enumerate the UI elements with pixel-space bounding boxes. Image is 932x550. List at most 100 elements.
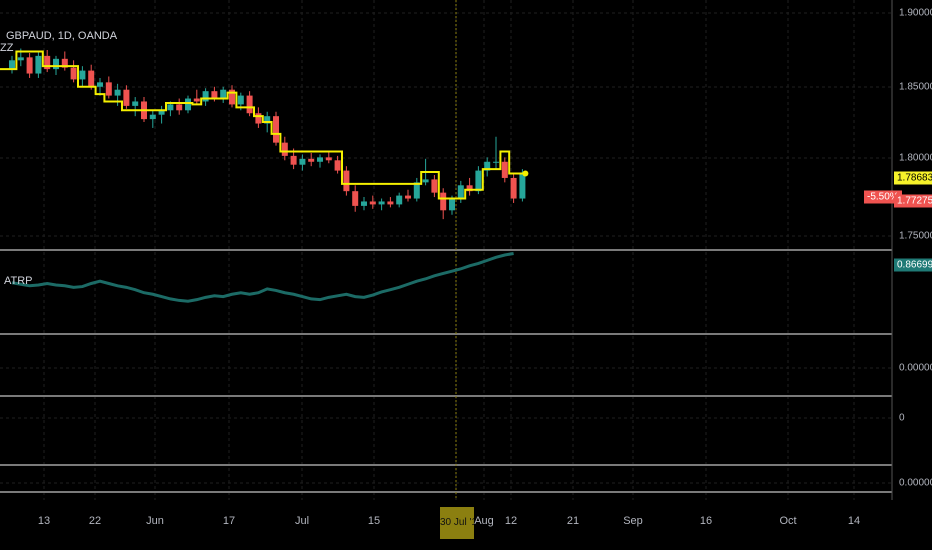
candle-body <box>352 191 359 206</box>
candle-body <box>237 95 244 105</box>
candle <box>273 111 279 146</box>
candle-body <box>369 201 376 205</box>
date-tick: 17 <box>222 515 236 527</box>
candle <box>378 198 385 211</box>
secondary-price-tag: 1.77275 <box>894 194 932 208</box>
last-price-tag: 1.78683 <box>894 171 932 185</box>
date-tick: 13 <box>37 515 51 527</box>
date-tick: 14 <box>847 515 861 527</box>
candle <box>149 110 156 128</box>
candle-body <box>325 157 332 161</box>
price-tick: 1.90000 <box>899 7 932 19</box>
candlestick-series <box>9 48 526 220</box>
candle-body <box>449 198 455 211</box>
candle-body <box>229 89 235 105</box>
candle <box>97 77 103 96</box>
candle <box>396 192 403 208</box>
candle <box>123 85 130 109</box>
candle <box>308 152 315 167</box>
atrp-line <box>11 251 514 303</box>
candle <box>334 155 341 174</box>
candle <box>220 86 227 103</box>
candle <box>79 66 86 87</box>
candle-body <box>475 170 482 192</box>
candle-body <box>202 91 209 102</box>
candle <box>176 98 183 115</box>
candle-body <box>484 161 491 171</box>
candle <box>493 136 499 170</box>
candle-body <box>158 110 165 115</box>
candle <box>387 197 394 208</box>
candle-body <box>167 104 174 111</box>
candle-body <box>193 98 200 102</box>
crosshair-date-label: 30 Jul '19 <box>440 507 474 539</box>
candle-body <box>396 195 403 205</box>
candle <box>405 189 411 202</box>
date-tick: Oct <box>779 515 797 527</box>
zigzag-indicator-label[interactable]: ZZ <box>0 42 14 54</box>
candle-body <box>493 161 499 163</box>
candle <box>299 154 306 171</box>
symbol-label[interactable]: GBPAUD, 1D, OANDA <box>6 30 118 42</box>
candle-body <box>44 55 51 70</box>
candle <box>44 50 51 73</box>
candle-body <box>35 55 42 74</box>
candle-body <box>185 98 191 111</box>
candle <box>325 151 332 164</box>
candle-body <box>457 185 464 199</box>
candle <box>246 91 253 117</box>
candle <box>431 175 438 198</box>
date-tick: Jun <box>146 515 164 527</box>
candle-body <box>431 179 438 193</box>
candle <box>484 157 491 177</box>
candle-body <box>290 155 297 165</box>
candle-body <box>343 170 350 192</box>
candle <box>70 60 77 83</box>
candle <box>35 51 42 78</box>
candle-body <box>176 104 183 111</box>
candle <box>440 188 447 220</box>
candle <box>281 136 288 161</box>
candle-body <box>440 192 447 211</box>
candle-body <box>149 114 156 120</box>
candle-body <box>105 82 112 96</box>
candle-body <box>387 201 394 205</box>
candle-body <box>405 195 411 199</box>
pane-separators <box>0 249 892 493</box>
candle-body <box>466 185 473 192</box>
candle <box>343 166 350 196</box>
candle <box>413 177 420 202</box>
candle-body <box>378 201 385 205</box>
atrp-value-tag: 0.86699 <box>894 258 932 272</box>
date-tick: 12 <box>504 515 518 527</box>
price-tick: 1.80000 <box>899 152 932 164</box>
date-tick: 15 <box>367 515 381 527</box>
candle-body <box>255 113 262 124</box>
date-tick: 16 <box>699 515 713 527</box>
candle <box>158 105 165 124</box>
candle-body <box>501 161 508 178</box>
candle-body <box>220 89 227 99</box>
date-tick: 22 <box>88 515 102 527</box>
candle-body <box>413 182 420 199</box>
candle-body <box>97 82 103 87</box>
date-tick: Jul <box>294 515 310 527</box>
candle <box>457 180 464 203</box>
zigzag-line <box>0 50 527 200</box>
date-tick: Aug <box>474 515 494 527</box>
pane4-tick: 0 <box>899 412 905 424</box>
candle <box>369 195 376 209</box>
candle <box>88 64 95 90</box>
pane5-tick: 0.00000 <box>899 477 932 489</box>
candle-body <box>308 158 315 162</box>
candle-body <box>211 91 218 99</box>
candle <box>105 76 112 99</box>
atrp-indicator-label[interactable]: ATRP <box>4 275 33 287</box>
date-tick: Sep <box>623 515 643 527</box>
candle <box>255 107 262 128</box>
candle-body <box>273 116 279 143</box>
candle <box>202 88 209 106</box>
candle-body <box>79 70 86 80</box>
candle-body <box>17 57 24 61</box>
